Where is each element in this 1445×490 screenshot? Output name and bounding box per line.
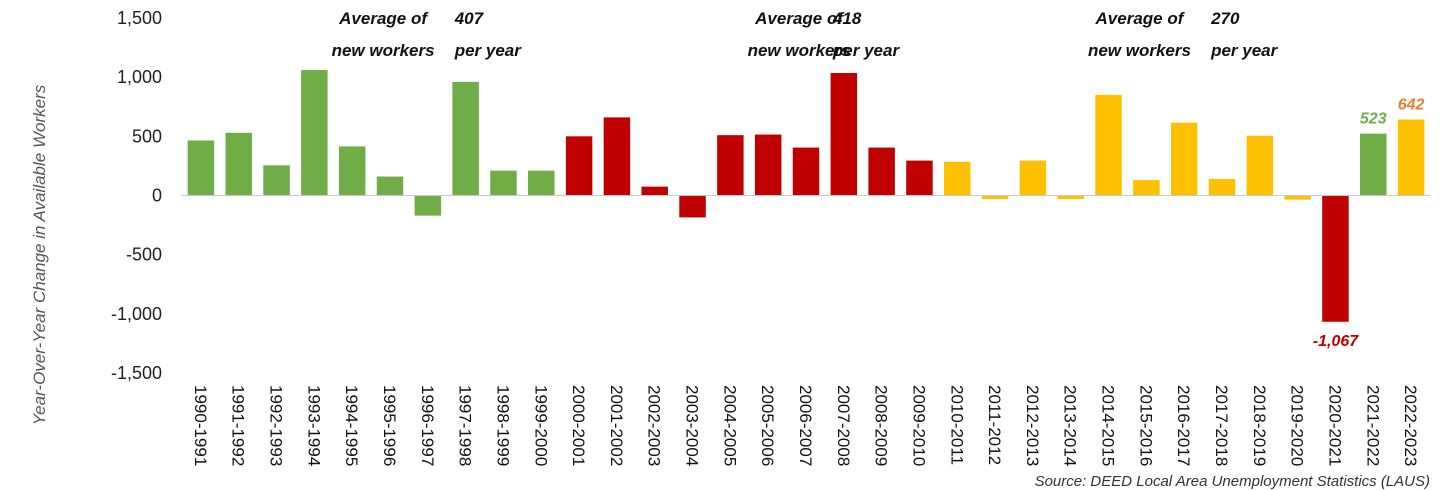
bar [1284, 195, 1311, 200]
annotation-text: 407 [454, 9, 485, 28]
x-tick-label: 2017-2018 [1212, 385, 1231, 466]
bar [1133, 180, 1160, 196]
bar [225, 132, 252, 196]
x-tick-label: 2013-2014 [1061, 385, 1080, 466]
bar [792, 147, 820, 196]
bar [301, 70, 328, 196]
bar [565, 136, 593, 196]
y-tick-label: 0 [152, 186, 162, 206]
y-tick-label: 1,000 [117, 67, 162, 87]
annotation-text: per year [1210, 41, 1279, 60]
x-tick-label: 2018-2019 [1250, 385, 1269, 466]
x-tick-label: 2012-2013 [1023, 385, 1042, 466]
y-tick-label: 1,500 [117, 8, 162, 28]
x-tick-label: 2015-2016 [1136, 385, 1155, 466]
bar [376, 176, 404, 196]
bar [830, 73, 858, 196]
x-tick-label: 2002-2003 [645, 385, 664, 466]
bar [906, 160, 933, 196]
x-tick-label: 1995-1996 [380, 385, 399, 466]
x-tick-label: 2006-2007 [796, 385, 815, 466]
bar [490, 170, 517, 196]
x-tick-label: 1997-1998 [456, 385, 475, 466]
x-tick-label: 1992-1993 [267, 385, 286, 466]
x-tick-label: 2009-2010 [909, 385, 928, 466]
y-axis-ticks: 1,500 1,000 500 0 -500 -1,000 -1,500 [111, 8, 162, 383]
bar [603, 117, 631, 196]
bar [528, 170, 555, 196]
x-tick-label: 2011-2012 [985, 385, 1004, 465]
x-tick-label: 2004-2005 [720, 385, 739, 466]
x-tick-label: 2019-2020 [1288, 385, 1307, 466]
bar [641, 186, 668, 196]
bar [1360, 133, 1387, 196]
bar [944, 161, 971, 196]
y-axis-title-group: Year-Over-Year Change in Available Worke… [30, 84, 49, 425]
x-tick-label: 2008-2009 [872, 385, 891, 466]
bar [754, 134, 782, 196]
bar [868, 147, 895, 196]
bar [187, 140, 215, 196]
bar [1246, 135, 1274, 196]
x-tick-label: 2014-2015 [1099, 385, 1118, 466]
source-note: Source: DEED Local Area Unemployment Sta… [1035, 473, 1430, 490]
x-tick-label: 1999-2000 [531, 385, 550, 466]
bar [1019, 160, 1047, 196]
bar [679, 195, 706, 218]
x-tick-label: 1990-1991 [191, 385, 210, 466]
x-tick-label: 1993-1994 [304, 385, 323, 466]
x-tick-label: 2000-2001 [569, 385, 588, 466]
data-label: 642 [1398, 97, 1425, 114]
x-tick-label: 2020-2021 [1325, 385, 1344, 466]
bar [1095, 94, 1122, 196]
x-tick-label: 2022-2023 [1401, 385, 1420, 466]
bars [187, 70, 1425, 322]
data-label: 523 [1360, 111, 1387, 128]
x-tick-label: 1991-1992 [229, 385, 248, 466]
x-axis-category-labels: 1990-1991 1991-1992 1992-1993 1993-1994 1994… [191, 385, 1420, 466]
x-tick-label: 2021-2022 [1363, 385, 1382, 466]
x-tick-label: 1994-1995 [342, 385, 361, 466]
x-tick-label: 2016-2017 [1174, 385, 1193, 466]
annotation-text: per year [454, 41, 523, 60]
bar [414, 195, 442, 216]
data-label: -1,067 [1313, 333, 1359, 350]
bar [338, 146, 366, 196]
bar [1397, 119, 1425, 196]
data-labels: -1,067 523 642 [1313, 97, 1425, 350]
bar [452, 81, 479, 196]
annotation-text: Average of [338, 9, 429, 28]
bar [717, 135, 744, 196]
annotation-text: per year [832, 41, 901, 60]
x-tick-label: 1996-1997 [418, 385, 437, 466]
bar [263, 165, 290, 196]
annotation-text: 418 [832, 9, 862, 28]
bar [1057, 195, 1084, 200]
x-tick-label: 1998-1999 [493, 385, 512, 466]
x-tick-label: 2001-2002 [607, 385, 626, 466]
annotation-text: new workers [1088, 41, 1191, 60]
y-tick-label: -500 [126, 245, 162, 265]
annotation-text: 270 [1210, 9, 1240, 28]
x-tick-label: 2007-2008 [834, 385, 853, 466]
x-tick-label: 2010-2011 [947, 385, 966, 465]
x-tick-label: 2005-2006 [758, 385, 777, 466]
annotation-text: Average of [1095, 9, 1186, 28]
y-tick-label: -1,500 [111, 363, 162, 383]
y-axis-title: Year-Over-Year Change in Available Worke… [30, 84, 49, 425]
annotation-text: new workers [332, 41, 435, 60]
x-tick-label: 2003-2004 [683, 385, 702, 466]
annotation-text: Average of [754, 9, 845, 28]
bar [981, 195, 1009, 200]
bar [1322, 195, 1349, 322]
y-tick-label: 500 [132, 126, 162, 146]
bar [1170, 122, 1198, 196]
y-tick-label: -1,000 [111, 304, 162, 324]
annotation-text: new workers [748, 41, 851, 60]
bar [1208, 178, 1236, 196]
